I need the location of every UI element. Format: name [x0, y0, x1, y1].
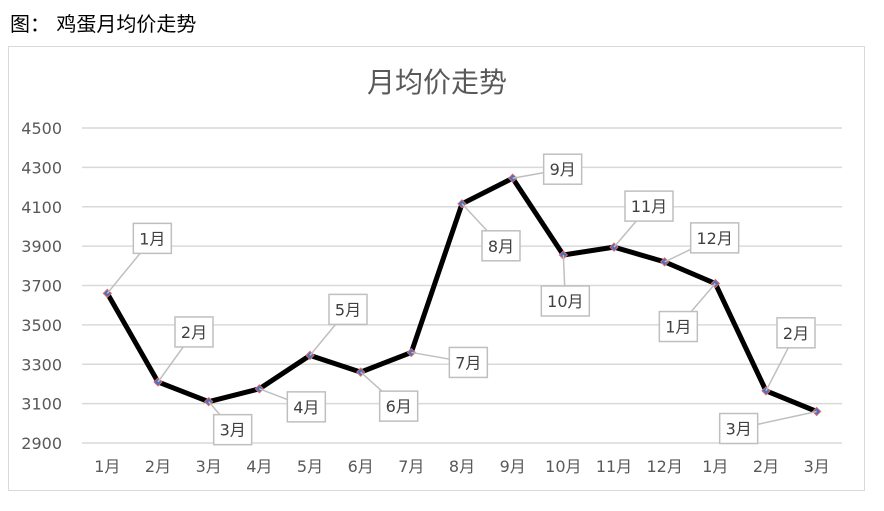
x-tick-label: 9月	[500, 457, 526, 476]
x-tick-label: 3月	[196, 457, 222, 476]
x-tick-label: 8月	[449, 457, 475, 476]
data-label-text: 3月	[220, 421, 246, 440]
data-label: 5月	[309, 293, 368, 356]
data-label: 1月	[106, 222, 173, 294]
data-label-text: 1月	[665, 318, 691, 337]
y-tick-label: 3500	[21, 316, 62, 335]
data-label: 1月	[658, 283, 716, 343]
callout-box	[776, 317, 816, 349]
data-label: 4月	[259, 388, 327, 423]
data-label-text: 6月	[386, 397, 412, 416]
x-tick-label: 7月	[398, 457, 424, 476]
data-label: 8月	[461, 203, 521, 262]
data-label: 6月	[360, 371, 419, 422]
callout-box	[174, 316, 214, 348]
data-label-text: 2月	[181, 323, 207, 342]
callout-box	[328, 293, 368, 326]
data-label: 12月	[664, 222, 740, 263]
data-label-text: 3月	[726, 420, 752, 439]
y-tick-label: 4500	[21, 119, 62, 138]
callout-box	[286, 391, 327, 423]
data-label: 3月	[208, 401, 253, 446]
x-tick-label: 5月	[297, 457, 323, 476]
callout-box	[542, 153, 583, 185]
data-label: 2月	[765, 317, 816, 392]
data-label-text: 10月	[547, 292, 583, 311]
callout-box	[132, 222, 173, 255]
y-tick-label: 3100	[21, 395, 62, 414]
x-tick-label: 10月	[545, 457, 581, 476]
x-tick-label: 2月	[753, 457, 779, 476]
y-tick-label: 2900	[21, 434, 62, 453]
data-label-text: 12月	[696, 229, 732, 248]
callout-box	[540, 285, 591, 317]
y-tick-label: 3700	[21, 277, 62, 296]
data-label: 2月	[157, 316, 214, 383]
figure-caption: 图： 鸡蛋月均价走势	[10, 12, 197, 36]
data-label: 11月	[613, 190, 674, 248]
callout-box	[624, 190, 674, 222]
x-tick-label: 6月	[348, 457, 374, 476]
data-label-text: 7月	[455, 353, 481, 372]
data-label: 9月	[512, 153, 583, 185]
callout-box	[448, 346, 489, 379]
callout-box	[481, 230, 521, 262]
data-label-text: 5月	[335, 300, 361, 319]
x-tick-label: 1月	[702, 457, 728, 476]
y-tick-label: 3300	[21, 355, 62, 374]
data-label-text: 1月	[139, 229, 165, 248]
callout-box	[658, 310, 699, 343]
chart-title: 月均价走势	[367, 66, 507, 99]
x-tick-label: 12月	[646, 457, 682, 476]
data-label-text: 11月	[631, 197, 667, 216]
data-label: 7月	[411, 346, 489, 379]
x-tick-label: 4月	[246, 457, 272, 476]
data-point	[406, 347, 417, 358]
chart-frame	[8, 46, 865, 491]
callout-box	[718, 412, 759, 445]
x-tick-label: 3月	[804, 457, 830, 476]
data-point	[811, 406, 822, 417]
callout-box	[689, 222, 740, 254]
data-label: 10月	[540, 254, 591, 317]
x-tick-label: 2月	[145, 457, 171, 476]
callout-box	[378, 390, 419, 422]
y-tick-label: 4100	[21, 198, 62, 217]
y-tick-label: 4300	[21, 158, 62, 177]
data-label-text: 4月	[293, 398, 319, 417]
y-tick-label: 3900	[21, 237, 62, 256]
data-label-text: 9月	[550, 160, 576, 179]
data-label-text: 2月	[783, 324, 809, 343]
data-label: 3月	[718, 410, 817, 445]
data-label-text: 8月	[488, 237, 514, 256]
data-point	[254, 384, 265, 394]
x-tick-label: 11月	[596, 457, 632, 476]
x-tick-label: 1月	[94, 457, 120, 476]
callout-box	[212, 413, 253, 446]
